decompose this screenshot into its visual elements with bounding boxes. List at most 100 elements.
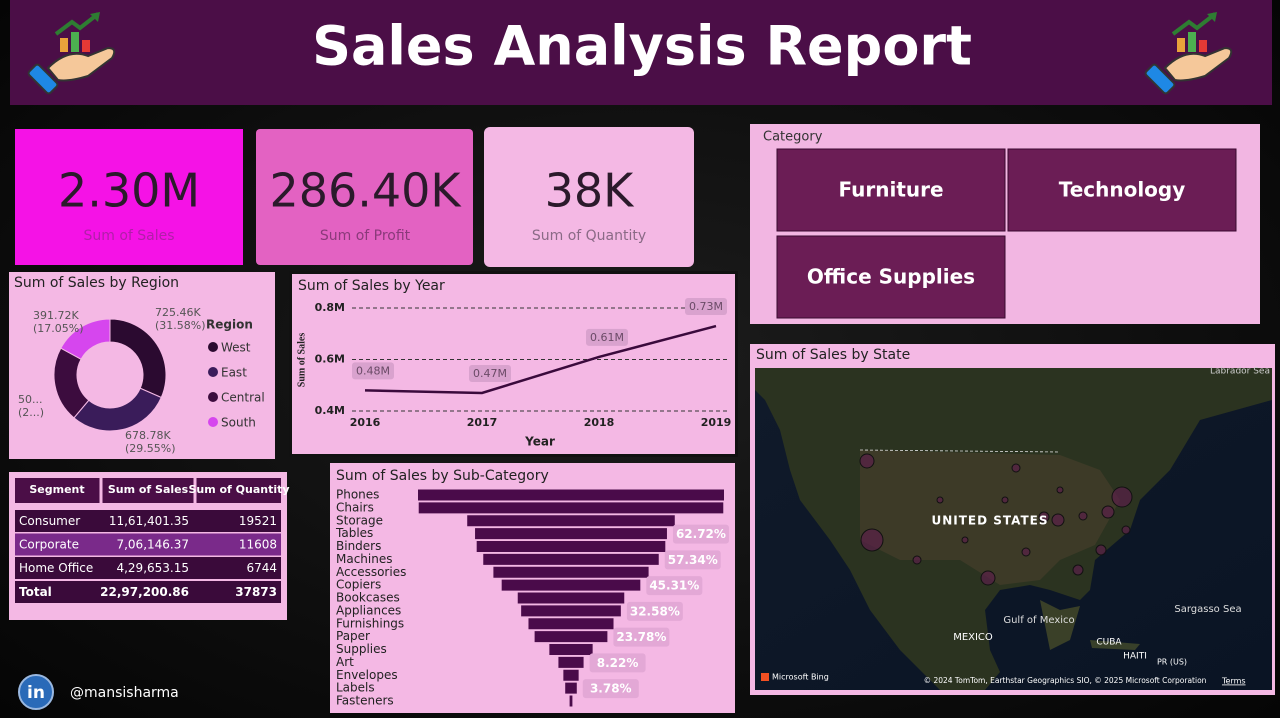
funnel-bar (534, 631, 608, 643)
table-header: Segment (29, 483, 84, 496)
y-axis-label: Sum of Sales (296, 333, 307, 388)
legend-title: Region (206, 318, 253, 332)
data-label-box (613, 627, 670, 647)
category-label: Appliances (336, 603, 401, 617)
category-label: Supplies (336, 642, 387, 656)
x-axis-label: Year (524, 435, 555, 449)
data-label: 0.73M (689, 300, 723, 313)
data-label: 8.22% (597, 656, 639, 670)
legend-entry: West (221, 341, 251, 355)
data-label-box (685, 298, 727, 316)
linkedin-icon[interactable] (18, 674, 54, 710)
table-header: Sum of Sales (108, 483, 189, 496)
map-label: PR (US) (1157, 658, 1187, 667)
funnel-bar (549, 644, 593, 655)
map-label: UNITED STATES (931, 514, 1048, 528)
legend-swatch (208, 367, 218, 377)
map-label: HAITI (1123, 652, 1147, 662)
data-label: 57.34% (668, 553, 718, 567)
data-label: (31.58%) (155, 319, 206, 332)
data-label: 0.47M (473, 367, 507, 380)
y-tick-label: 0.6M (315, 353, 345, 366)
table-cell: 19521 (239, 514, 277, 528)
y-tick-label: 0.8M (315, 301, 345, 314)
kpi-label: Sum of Profit (320, 228, 411, 244)
category-label: Paper (336, 629, 370, 643)
header-icon (1144, 12, 1233, 95)
data-label: 32.58% (630, 604, 680, 618)
map-brand: Microsoft Bing (772, 673, 829, 682)
data-label: 62.72% (676, 527, 726, 541)
header-bar (10, 0, 1272, 105)
kpi-card (484, 127, 694, 267)
slicer-item[interactable]: Furniture (838, 178, 943, 202)
funnel-bar (501, 579, 641, 591)
chart-title: Sum of Sales by Sub-Category (336, 468, 549, 484)
kpi-value: 286.40K (269, 164, 462, 218)
category-label: Copiers (336, 578, 381, 592)
category-label: Storage (336, 513, 383, 527)
category-label: Machines (336, 552, 392, 566)
legend-entry: Central (221, 391, 265, 405)
category-label: Bookcases (336, 591, 400, 605)
slicer-button[interactable] (776, 235, 1006, 319)
category-label: Chairs (336, 500, 374, 514)
funnel-bar (467, 515, 675, 527)
page-title: Sales Analysis Report (312, 15, 972, 78)
data-label: 23.78% (616, 630, 666, 644)
kpi-card (15, 129, 243, 265)
slicer-title: Category (763, 130, 823, 145)
line-series (364, 324, 717, 395)
linkedin-icon-text[interactable]: in (27, 683, 45, 703)
slicer-button[interactable] (1007, 148, 1237, 232)
table-row (15, 557, 281, 579)
legend-entry: East (221, 366, 247, 380)
data-label-box (469, 364, 511, 382)
header-icon (27, 12, 116, 95)
chart-title: Sum of Sales by Region (14, 275, 179, 291)
data-label-box (589, 653, 646, 673)
table-cell: 6744 (246, 561, 277, 575)
table-cell: 11,61,401.35 (109, 514, 189, 528)
slicer-button[interactable] (776, 148, 1006, 232)
map-label: Gulf of Mexico (1003, 615, 1074, 626)
legend-entry: South (221, 416, 256, 430)
data-label-box (672, 524, 729, 544)
dynamic-layer: Segment Sum of Sales Sum of QuantityConsum… (14, 275, 731, 708)
data-label: (29.55%) (125, 442, 176, 455)
funnel-bar (521, 605, 621, 617)
data-label: 50... (18, 393, 43, 406)
map-terms[interactable]: Terms (1221, 677, 1246, 686)
slicer-item[interactable]: Office Supplies (807, 265, 975, 289)
funnel-bar (418, 502, 724, 514)
map-label: Labrador Sea (1210, 367, 1270, 377)
data-label: 0.48M (356, 364, 390, 377)
kpi-value: 2.30M (58, 164, 200, 218)
category-label: Tables (335, 526, 373, 540)
funnel-bar (558, 656, 584, 668)
category-label: Accessories (336, 565, 406, 579)
data-label: 0.61M (590, 331, 624, 344)
funnel-bar (528, 618, 614, 630)
donut-segment (60, 318, 111, 360)
funnel-bar (483, 553, 659, 565)
table-row (15, 581, 281, 603)
x-tick-label: 2016 (350, 416, 381, 429)
data-label: 45.31% (649, 579, 699, 593)
table-row (15, 533, 281, 556)
slicer-item[interactable]: Technology (1059, 178, 1186, 202)
kpi-card (256, 129, 473, 265)
map (755, 368, 1272, 690)
table-cell: Total (19, 585, 52, 599)
x-tick-label: 2018 (584, 416, 615, 429)
kpi-value: 38K (545, 164, 636, 218)
table-cell: 37873 (235, 585, 277, 599)
table-cell: 4,29,653.15 (116, 561, 189, 575)
y-tick-label: 0.4M (315, 404, 345, 417)
category-label: Art (336, 655, 354, 669)
legend-swatch (208, 417, 218, 427)
table-cell: Consumer (19, 514, 80, 528)
chart-title: Sum of Sales by Year (298, 278, 445, 294)
